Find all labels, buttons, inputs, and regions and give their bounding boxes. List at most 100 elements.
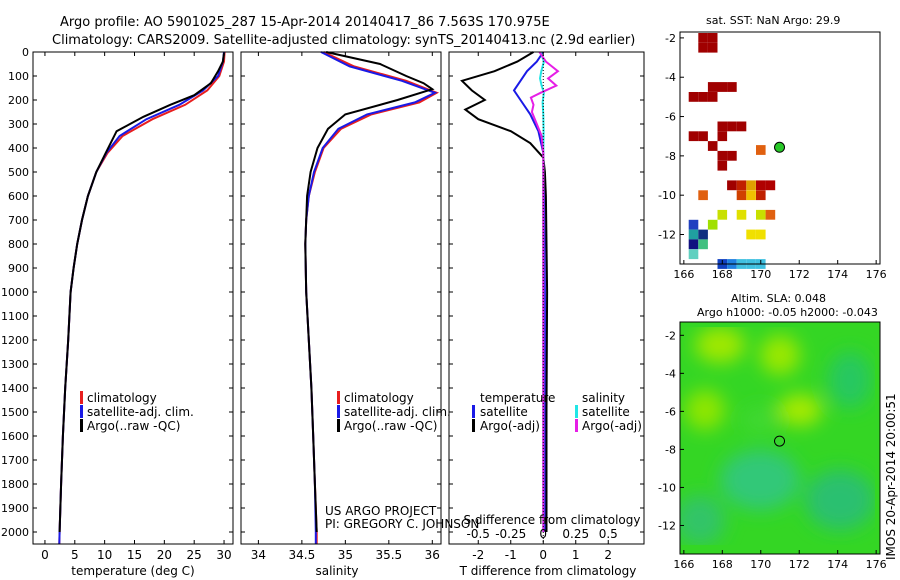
sst-cell [717, 82, 728, 92]
map-x-tick-label: 168 [712, 268, 733, 281]
x-tick-label: 10 [97, 548, 112, 562]
difference-x-axis: -2 -1 0 1 2 [472, 52, 612, 562]
series-line-salinity-1 [304, 51, 438, 544]
top-tick-label: -0.5 [467, 527, 490, 541]
side-stamp: IMOS 20-Apr-2014 20:00:51 [884, 393, 898, 560]
x-tick-label: 2 [604, 548, 612, 562]
map-y-tick-label: -6 [665, 405, 676, 418]
sst-cell [707, 33, 718, 43]
sst-cell [717, 150, 728, 161]
map-x-tick-label: 166 [673, 558, 694, 571]
sst-cell [736, 121, 747, 132]
salinity-legend: climatology satellite-adj. clim. Argo(..… [337, 391, 451, 433]
legend-swatch-sal-argo [575, 419, 578, 432]
top-tick-label: -0.25 [495, 527, 526, 541]
legend-label-satellite: satellite-adj. clim. [87, 405, 194, 419]
sla-map-axes: 166 168 170 172 174 176 -2 -4 -6 -8 -10 -12 [658, 329, 887, 571]
sst-cell [707, 92, 718, 102]
map-y-tick-label: -4 [665, 367, 676, 380]
legend-swatch-temp-satellite [472, 405, 475, 418]
depth-tick-label: 0 [22, 46, 29, 59]
map-y-tick-label: -12 [658, 519, 676, 532]
sst-cell [688, 239, 699, 250]
sst-cell [698, 92, 708, 102]
temperature-panel: 0100200300400500600700800900100011001200… [1, 46, 234, 578]
sst-cell [727, 180, 737, 191]
x-tick-label: 34.5 [289, 548, 316, 562]
sst-cell [688, 229, 699, 240]
temperature-legend: climatology satellite-adj. clim. Argo(..… [80, 391, 194, 433]
sla-map-frame [679, 321, 881, 555]
series-line-temperature-2 [58, 53, 225, 533]
sst-cell [717, 131, 728, 142]
legend-swatch-sal-satellite [575, 405, 578, 418]
legend-label-climatology: climatology [87, 391, 157, 405]
legend-label-temp-argo: Argo(-adj) [480, 419, 540, 433]
header-subtitle: Climatology: CARS2009. Satellite-adjuste… [52, 33, 635, 48]
credits-line1: US ARGO PROJECT [325, 504, 437, 518]
legend-swatch-argo [80, 419, 83, 432]
map-y-tick-label: -10 [658, 481, 676, 494]
sst-cell [698, 229, 708, 240]
sla-map-title: Altim. SLA: 0.048 [731, 292, 826, 305]
sst-cell [707, 219, 718, 230]
depth-tick-label: 1000 [1, 286, 29, 299]
salinity-curves [304, 51, 440, 544]
depth-tick-label: 1700 [1, 454, 29, 467]
series-line-temperature-0 [58, 51, 226, 545]
difference-depth-ticks [449, 51, 644, 533]
legend-label-sal-argo: Argo(-adj) [582, 419, 642, 433]
sst-map-title: sat. SST: NaN Argo: 29.9 [706, 14, 840, 27]
sst-cell [727, 82, 737, 92]
sst-cell [736, 209, 747, 220]
sst-cell [765, 209, 776, 220]
sst-cell [756, 180, 766, 191]
depth-tick-label: 1500 [1, 406, 29, 419]
salinity-depth-ticks [241, 51, 441, 533]
salinity-panel: 34 34.5 35 35.5 36 salinity climatology sate… [240, 51, 479, 578]
sla-float-marker [774, 435, 786, 447]
depth-tick-label: 100 [8, 70, 29, 83]
map-x-tick-label: 176 [866, 558, 887, 571]
map-x-tick-label: 172 [789, 268, 810, 281]
sst-cell [707, 141, 718, 151]
sst-cell [688, 131, 699, 142]
sst-cell [756, 229, 766, 240]
sst-cell [688, 249, 699, 260]
depth-tick-label: 300 [8, 118, 29, 131]
depth-tick-label: 1900 [1, 502, 29, 515]
series-line-difference-1 [460, 51, 549, 532]
difference-xlabel-top: S difference from climatology [464, 513, 641, 527]
difference-frame [448, 51, 645, 545]
series-line-salinity-0 [304, 51, 440, 544]
sst-cell [717, 209, 728, 220]
map-y-tick-label: -10 [658, 189, 676, 202]
map-x-tick-label: 176 [866, 268, 887, 281]
depth-tick-label: 1800 [1, 478, 29, 491]
temperature-x-axis: 0 5 10 15 20 25 30 [41, 52, 232, 562]
sst-cell [765, 180, 776, 191]
salinity-frame [240, 51, 442, 545]
legend-swatch-temp-argo [472, 419, 475, 432]
x-tick-label: 15 [127, 548, 142, 562]
x-tick-label: 35.5 [375, 548, 402, 562]
sst-cell [746, 190, 756, 201]
x-tick-label: 34 [251, 548, 266, 562]
x-tick-label: -1 [505, 548, 517, 562]
difference-xlabel: T difference from climatology [459, 564, 637, 578]
depth-tick-label: 2000 [1, 526, 29, 539]
depth-tick-label: 500 [8, 166, 29, 179]
sst-cell [698, 33, 708, 43]
sst-float-marker [774, 141, 786, 153]
depth-tick-label: 1300 [1, 358, 29, 371]
depth-tick-label: 1200 [1, 334, 29, 347]
legend-title-temperature: temperature [480, 391, 555, 405]
series-line-difference-0 [512, 51, 547, 533]
map-y-tick-label: -12 [658, 229, 676, 242]
header-title: Argo profile: AO 5901025_287 15-Apr-2014… [60, 15, 550, 30]
sst-cell [717, 121, 728, 132]
sst-cell [727, 150, 737, 161]
sst-cell [756, 209, 766, 220]
legend-swatch-argo [337, 419, 340, 432]
map-x-tick-label: 170 [750, 558, 771, 571]
